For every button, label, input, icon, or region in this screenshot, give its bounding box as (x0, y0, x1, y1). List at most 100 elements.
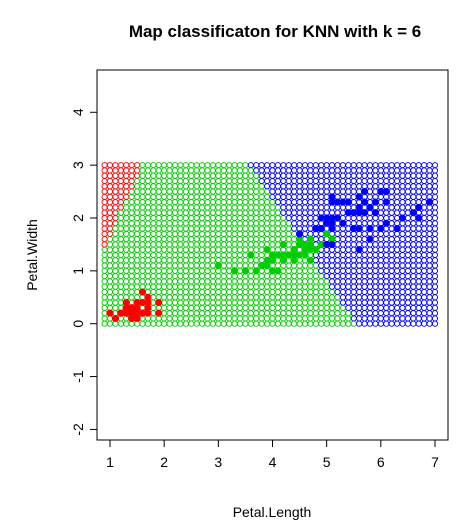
grid-point (291, 214, 298, 222)
grid-point (182, 251, 189, 259)
grid-point (226, 172, 233, 179)
grid-point (236, 262, 244, 269)
grid-point (301, 315, 309, 322)
grid-point (226, 283, 233, 290)
grid-point (247, 162, 254, 169)
grid-point (199, 188, 206, 195)
grid-point (161, 320, 168, 327)
grid-point (134, 283, 141, 290)
grid-point (394, 283, 401, 290)
grid-point (236, 193, 244, 200)
grid-point (215, 278, 222, 285)
grid-point (431, 230, 439, 237)
grid-point (182, 167, 189, 174)
grid-point (421, 288, 428, 296)
grid-point (431, 283, 439, 290)
grid-point (171, 188, 179, 195)
grid-point (345, 283, 352, 290)
grid-point (431, 304, 439, 311)
grid-point (421, 257, 428, 264)
grid-point (226, 204, 233, 211)
grid-point (361, 220, 368, 227)
y-tick-label: 4 (70, 108, 86, 116)
data-point (323, 214, 331, 222)
grid-point (236, 225, 244, 232)
grid-point (144, 162, 151, 169)
grid-point (247, 304, 254, 311)
grid-point (161, 251, 168, 259)
grid-point (426, 315, 433, 322)
grid-point (209, 304, 216, 311)
grid-point (258, 273, 265, 280)
grid-point (399, 193, 406, 200)
grid-point (161, 225, 168, 232)
grid-point (117, 177, 124, 185)
grid-point (431, 188, 439, 195)
grid-point (345, 310, 352, 317)
grid-point (155, 214, 162, 222)
grid-point (242, 230, 249, 237)
grid-point (144, 257, 151, 264)
grid-point (171, 167, 179, 174)
grid-point (247, 230, 254, 237)
grid-point (242, 310, 249, 317)
grid-point (150, 246, 157, 253)
grid-point (399, 199, 406, 206)
grid-point (258, 304, 265, 311)
data-point (350, 224, 358, 233)
grid-point (220, 204, 227, 211)
grid-point (312, 204, 319, 211)
data-point (382, 187, 390, 196)
grid-point (150, 183, 157, 190)
grid-point (231, 204, 238, 211)
grid-point (383, 167, 390, 174)
grid-point (193, 204, 200, 211)
grid-point (361, 167, 368, 174)
grid-point (242, 172, 249, 179)
grid-point (112, 246, 119, 253)
grid-point (356, 183, 363, 190)
data-point (122, 309, 130, 317)
grid-point (150, 251, 157, 259)
grid-point (404, 320, 411, 327)
grid-point (274, 177, 281, 185)
chart-title: Map classificaton for KNN with k = 6 (129, 22, 421, 41)
data-point (263, 246, 271, 254)
grid-point (199, 246, 206, 253)
grid-point (253, 204, 260, 211)
grid-point (301, 199, 309, 206)
grid-point (123, 267, 130, 274)
grid-point (421, 183, 428, 190)
grid-point (307, 220, 314, 227)
data-point (371, 209, 380, 217)
grid-point (209, 172, 216, 179)
grid-point (247, 241, 254, 248)
grid-point (123, 177, 130, 185)
grid-point (209, 177, 216, 185)
grid-point (177, 273, 184, 280)
grid-point (204, 278, 211, 285)
grid-point (415, 315, 422, 322)
grid-point (312, 304, 319, 311)
grid-point (431, 220, 439, 227)
grid-point (334, 177, 341, 185)
grid-point (307, 177, 314, 185)
grid-point (220, 267, 227, 274)
grid-point (193, 225, 200, 232)
data-point (344, 198, 352, 206)
grid-point (101, 241, 108, 248)
grid-point (177, 183, 184, 190)
grid-point (426, 162, 433, 169)
grid-point (177, 193, 184, 200)
data-point (252, 267, 260, 275)
grid-point (285, 209, 292, 216)
grid-point (155, 267, 162, 274)
grid-point (339, 257, 346, 264)
grid-point (112, 193, 119, 200)
grid-point (339, 236, 346, 243)
grid-point (296, 220, 303, 227)
grid-point (220, 209, 227, 216)
y-tick-label: -1 (70, 370, 86, 383)
grid-point (231, 251, 238, 259)
grid-point (307, 209, 314, 216)
